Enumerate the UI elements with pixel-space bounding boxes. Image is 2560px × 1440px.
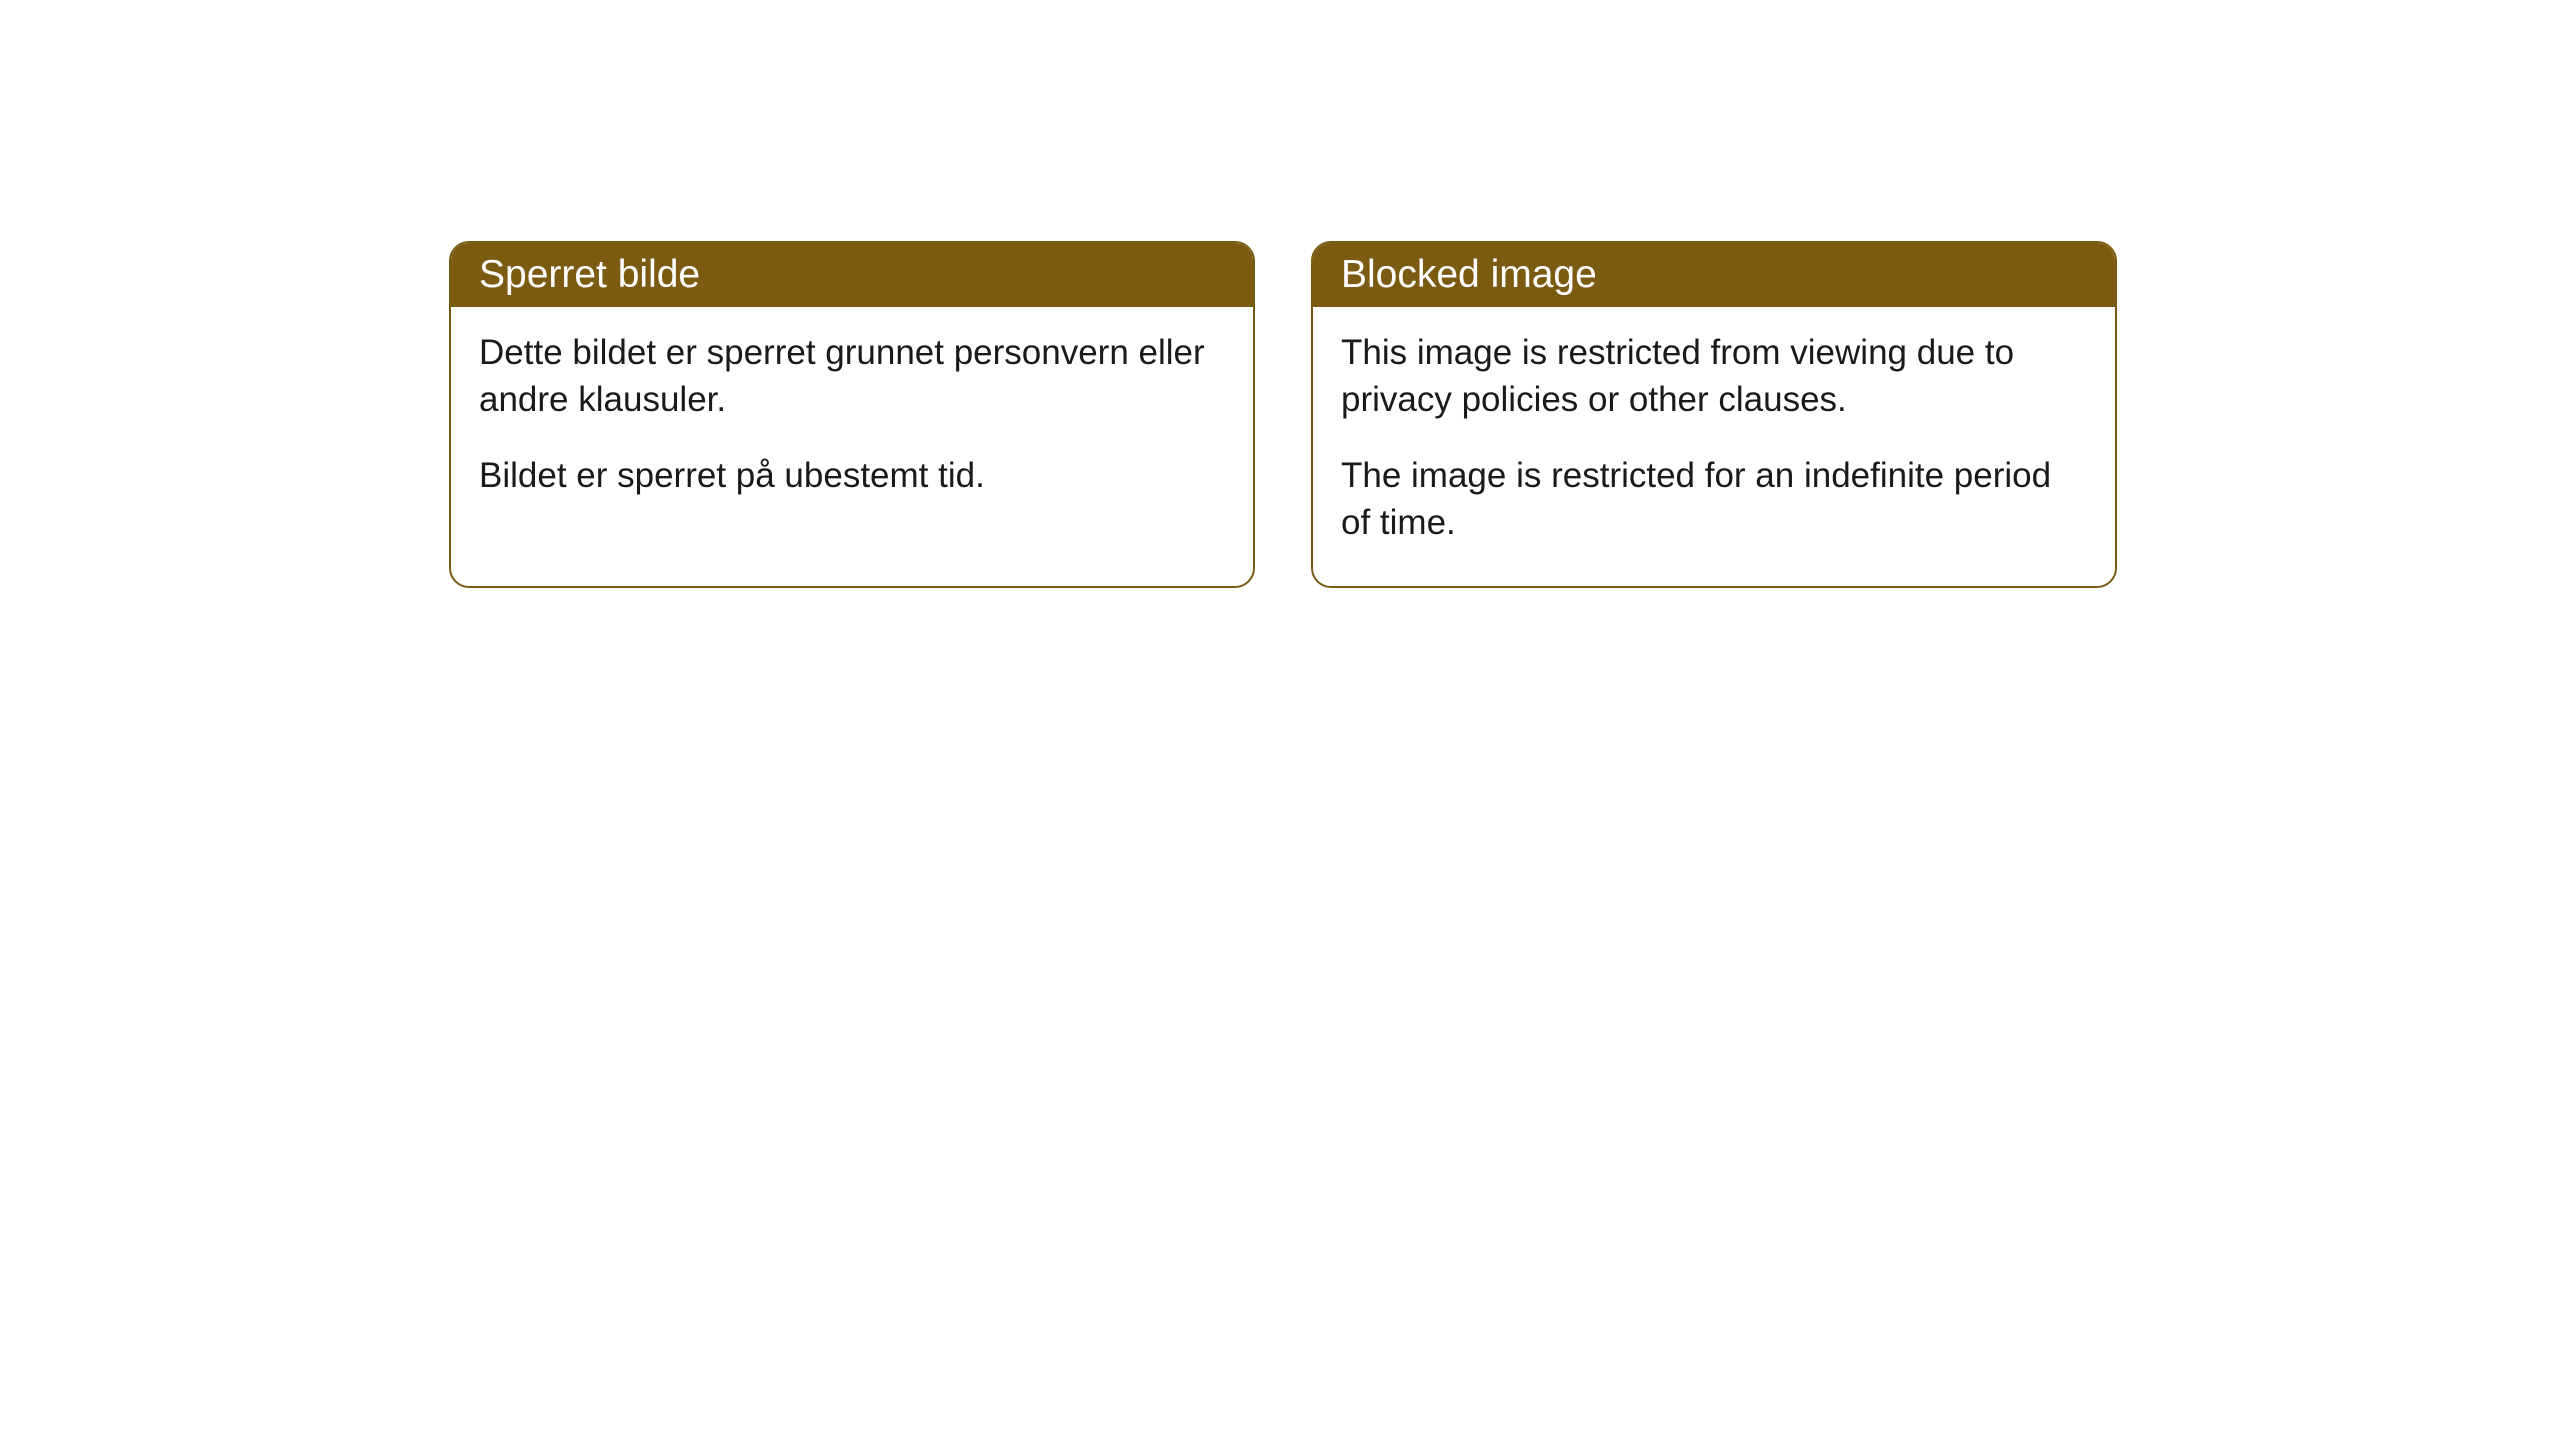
card-title: Blocked image	[1341, 253, 1597, 296]
blocked-image-card-norwegian: Sperret bilde Dette bildet er sperret gr…	[449, 241, 1255, 588]
card-paragraph: Dette bildet er sperret grunnet personve…	[479, 329, 1225, 424]
card-paragraph: The image is restricted for an indefinit…	[1341, 452, 2087, 547]
blocked-image-card-english: Blocked image This image is restricted f…	[1311, 241, 2117, 588]
card-paragraph: Bildet er sperret på ubestemt tid.	[479, 452, 1225, 499]
card-header-norwegian: Sperret bilde	[451, 243, 1253, 307]
card-title: Sperret bilde	[479, 253, 700, 296]
card-header-english: Blocked image	[1313, 243, 2115, 307]
card-body-english: This image is restricted from viewing du…	[1313, 307, 2115, 586]
notice-cards-container: Sperret bilde Dette bildet er sperret gr…	[449, 241, 2117, 588]
card-paragraph: This image is restricted from viewing du…	[1341, 329, 2087, 424]
card-body-norwegian: Dette bildet er sperret grunnet personve…	[451, 307, 1253, 539]
